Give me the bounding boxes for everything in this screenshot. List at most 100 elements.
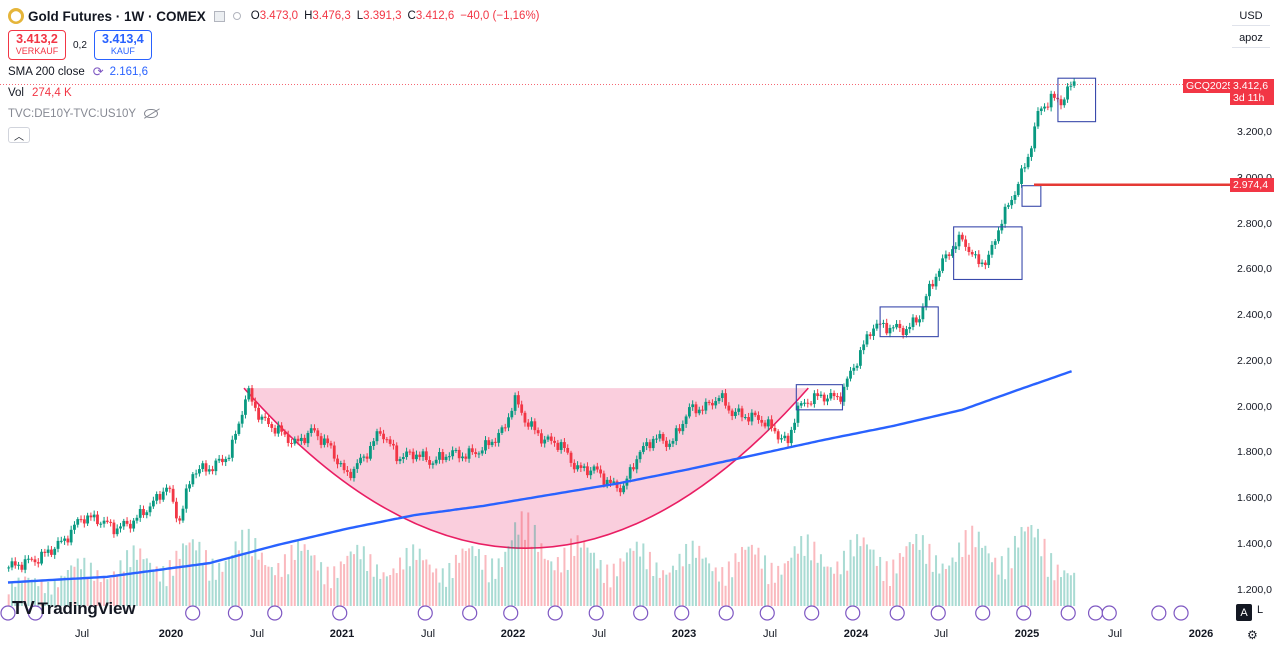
volume-bar (60, 575, 63, 606)
volume-bar (958, 542, 961, 606)
volume-bar (856, 534, 859, 606)
event-marker-icon (332, 605, 348, 621)
volume-indicator-row[interactable]: Vol 274,4 K (8, 83, 540, 102)
volume-bar (481, 569, 484, 606)
price-label: 1.200,0 (1236, 583, 1272, 596)
candle-body (901, 328, 905, 336)
candle-body (244, 399, 247, 415)
volume-bar (898, 553, 901, 606)
collapse-legend-button[interactable]: ︿ (8, 127, 30, 143)
compare-indicator-row[interactable]: TVC:DE10Y-TVC:US10Y (8, 104, 540, 123)
candle-body (789, 429, 793, 444)
volume-bar (530, 546, 533, 606)
candle-body (822, 394, 826, 402)
gear-icon[interactable]: ⚙ (1247, 628, 1258, 642)
event-marker-icon (503, 605, 519, 621)
event-marker-icon (804, 605, 820, 621)
buy-button[interactable]: 3.413,4 KAUF (93, 30, 152, 60)
candle-body (694, 404, 698, 414)
volume-bar (793, 546, 796, 606)
price-label: 2.000,0 (1236, 400, 1272, 413)
candle-body (336, 458, 339, 465)
volume-bar (1027, 526, 1030, 606)
candle-body (638, 451, 642, 460)
currency-button[interactable]: USD (1232, 6, 1270, 26)
volume-bar (27, 577, 30, 606)
candle-body (484, 440, 487, 451)
volume-bar (251, 556, 254, 606)
event-marker-icon (674, 605, 690, 621)
volume-bar (277, 563, 280, 606)
auto-scale-button[interactable]: A (1236, 604, 1252, 621)
candle-body (247, 388, 251, 400)
volume-bar (109, 578, 112, 606)
volume-bar (395, 573, 398, 606)
log-scale-button[interactable]: L (1257, 604, 1264, 616)
volume-bar (737, 561, 740, 606)
volume-bar (717, 581, 720, 606)
candle-body (339, 463, 343, 465)
volume-bar (422, 560, 425, 606)
volume-bar (1073, 572, 1076, 606)
candle-body (651, 438, 655, 449)
time-label: Jul (1107, 628, 1123, 640)
candle-body (7, 567, 11, 569)
volume-bar (616, 576, 619, 606)
flag-icon[interactable] (213, 10, 225, 22)
volume-bar (566, 569, 569, 606)
volume-bar (326, 566, 329, 606)
volume-bar (66, 569, 69, 606)
volume-bar (477, 549, 480, 606)
volume-bar (17, 577, 20, 606)
candle-body (845, 378, 849, 387)
volume-bar (435, 568, 438, 606)
volume-bar (1063, 570, 1066, 606)
candle-body (500, 427, 504, 433)
event-marker-icon (1060, 605, 1076, 621)
candle-body (983, 262, 987, 266)
candle-body (1033, 126, 1037, 149)
volume-bar (139, 548, 142, 606)
candle-body (316, 430, 320, 437)
candle-body (1003, 206, 1007, 224)
ohlc-low: L3.391,3 (356, 10, 402, 22)
volume-bar (648, 551, 651, 606)
event-marker-icon (185, 605, 201, 621)
candle-body (730, 410, 734, 417)
volume-bar (823, 566, 826, 606)
volume-bar (33, 578, 36, 606)
candle-body (582, 466, 586, 468)
tradingview-logo[interactable]: TV TradingView (12, 598, 135, 619)
candle-body (461, 456, 464, 459)
candle-body (359, 457, 362, 464)
candle-body (76, 519, 80, 525)
volume-bar (829, 567, 832, 606)
symbol-title[interactable]: Gold Futures · 1W · COMEX (28, 8, 206, 24)
candle-body (707, 401, 711, 403)
candle-body (474, 452, 478, 455)
volume-bar (349, 551, 352, 606)
scale-button[interactable]: apoz (1232, 28, 1270, 48)
volume-bar (632, 550, 635, 606)
sma-indicator-row[interactable]: SMA 200 close ⟳ 2.161,6 (8, 62, 540, 81)
candle-body (204, 463, 208, 472)
candle-body (1062, 99, 1066, 106)
volume-bar (915, 533, 918, 606)
sell-button[interactable]: 3.413,2 VERKAUF (8, 30, 66, 60)
candle-body (280, 425, 284, 432)
volume-bar (254, 538, 257, 606)
volume-bar (556, 557, 559, 606)
volume-bar (73, 566, 76, 606)
candle-body (115, 528, 119, 535)
candle-body (1013, 194, 1017, 200)
vol-value: 274,4 K (32, 86, 72, 99)
candle-body (79, 519, 83, 521)
candle-body (92, 514, 96, 518)
candle-body (720, 393, 724, 399)
hidden-eye-icon[interactable] (144, 109, 159, 118)
event-marker-icon (718, 605, 734, 621)
volume-bar (869, 549, 872, 606)
candle-body (27, 558, 30, 560)
